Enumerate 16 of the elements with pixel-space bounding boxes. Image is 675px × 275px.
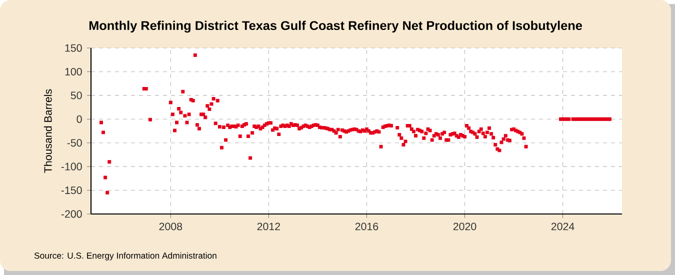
x-tick-label: 2024 xyxy=(551,222,574,230)
y-axis-title: Thousand Barrels xyxy=(44,89,52,173)
y-tick-label: 50 xyxy=(70,92,82,100)
y-tick-label: -50 xyxy=(67,139,82,147)
source-note: Source: U.S. Energy Information Administration xyxy=(34,252,216,260)
x-tick-label: 2020 xyxy=(453,222,476,230)
y-tick-label: 0 xyxy=(76,115,82,123)
x-tick-label: 2012 xyxy=(257,222,280,230)
y-tick-label: -200 xyxy=(61,210,82,218)
x-tick-label: 2008 xyxy=(159,222,182,230)
y-tick-label: -150 xyxy=(61,186,82,194)
y-tick-label: 100 xyxy=(65,68,82,76)
chart-title: Monthly Refining District Texas Gulf Coast Refinery Net Production of Isobutylene xyxy=(89,20,582,33)
x-tick-label: 2016 xyxy=(355,222,378,230)
y-tick-label: -100 xyxy=(61,162,82,170)
y-tick-label: 150 xyxy=(65,44,82,52)
